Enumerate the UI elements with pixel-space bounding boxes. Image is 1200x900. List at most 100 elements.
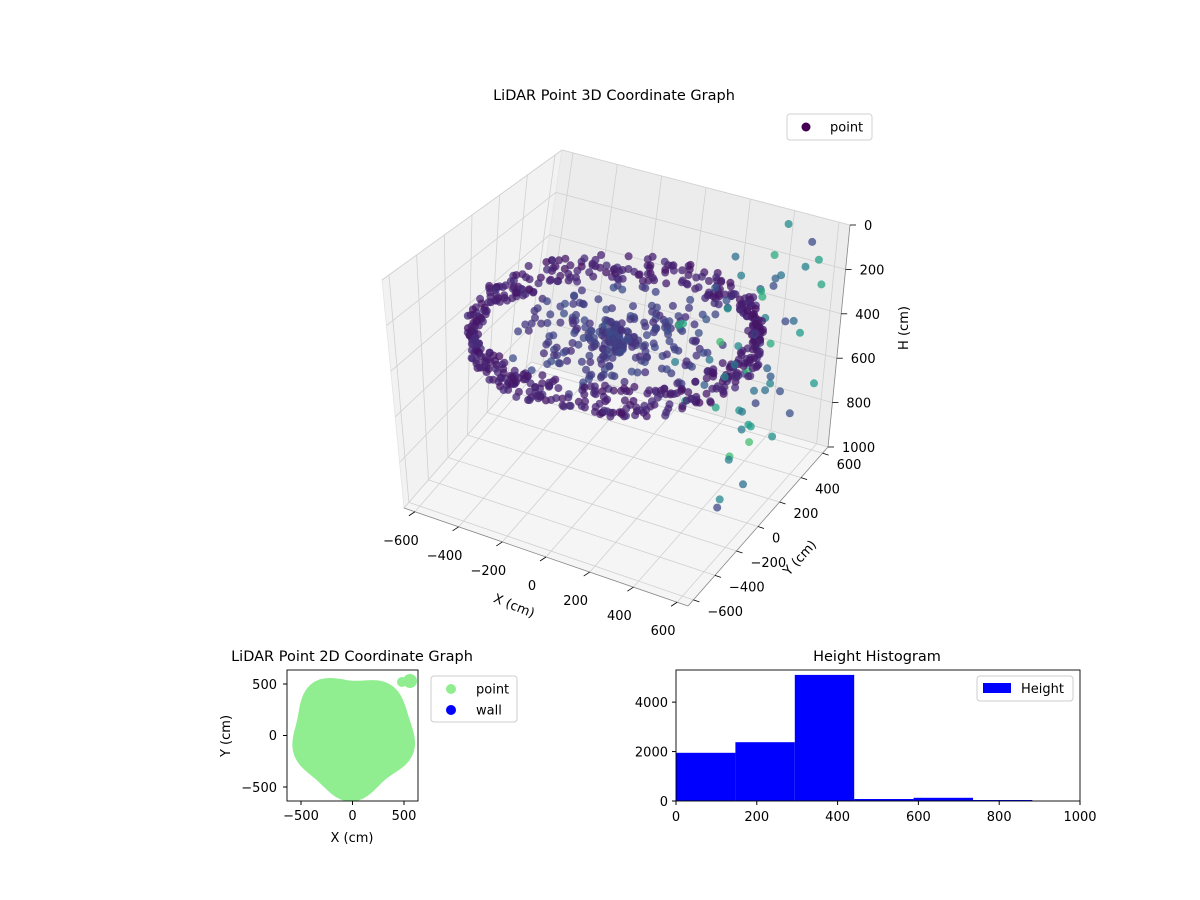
x-tick-3d: 400 — [607, 609, 632, 624]
data-point-3d — [542, 340, 551, 349]
data-point-3d — [625, 387, 634, 396]
data-point-3d — [678, 266, 687, 275]
y-tick-3d: 0 — [772, 532, 780, 547]
data-point-3d — [718, 359, 727, 368]
data-point-3d — [467, 322, 476, 331]
data-point-3d — [555, 256, 563, 265]
data-point-3d — [635, 270, 644, 279]
data-point-3d — [549, 377, 558, 386]
histogram-x-tick: 200 — [744, 810, 769, 825]
data-point-3d — [711, 310, 720, 319]
data-point-3d — [568, 339, 577, 347]
data-point-3d — [542, 258, 551, 267]
data-point-3d — [702, 315, 711, 324]
data-point-3d — [667, 261, 676, 270]
data-point-3d — [508, 294, 517, 303]
data-point-3d — [690, 320, 699, 329]
z-tick-3d: 800 — [846, 397, 871, 412]
data-point-3d — [569, 299, 578, 308]
data-point-3d — [709, 292, 718, 301]
data-point-3d — [555, 359, 564, 368]
data-point-3d — [731, 383, 740, 392]
data-point-3d — [750, 386, 758, 395]
data-point-3d — [744, 420, 753, 429]
data-point-3d — [463, 311, 472, 320]
data-point-3d — [561, 254, 570, 263]
data-point-3d — [739, 480, 747, 489]
legend-histogram: Height — [976, 675, 1074, 702]
data-point-3d — [626, 315, 635, 324]
legend-2d: point wall — [430, 675, 518, 723]
histogram-bars — [676, 674, 1033, 801]
data-point-3d — [715, 495, 724, 504]
data-point-3d — [587, 327, 595, 336]
histogram-bar — [735, 742, 795, 801]
histogram-y-tick: 0 — [660, 795, 668, 810]
data-point-3d — [817, 280, 826, 289]
data-point-3d — [642, 412, 651, 421]
data-point-3d — [669, 343, 678, 352]
data-point-3d — [663, 326, 672, 335]
data-point-3d — [495, 352, 504, 361]
data-point-3d — [641, 284, 650, 293]
point-lobe-2d — [403, 674, 417, 688]
histogram-y-tick: 4000 — [635, 696, 668, 711]
x-tick-3d: 600 — [651, 624, 676, 639]
data-point-3d — [521, 320, 530, 329]
data-point-3d — [614, 275, 623, 284]
data-point-3d — [577, 262, 586, 271]
data-point-3d — [524, 262, 533, 270]
data-point-3d — [612, 339, 621, 348]
x-ticks-2d: −500 0 500 — [283, 801, 416, 824]
data-point-3d — [609, 386, 618, 395]
data-point-3d — [584, 333, 593, 342]
data-point-3d — [558, 401, 567, 410]
histogram-y-tick: 2000 — [635, 746, 668, 761]
histogram-bar — [794, 674, 855, 801]
data-point-3d — [640, 401, 649, 410]
chart-2d: LiDAR Point 2D Coordinate Graph −500 0 5… — [219, 649, 518, 846]
data-point-3d — [784, 220, 793, 228]
data-point-3d — [668, 301, 677, 310]
data-point-3d — [531, 313, 539, 322]
data-point-3d — [757, 286, 766, 295]
data-point-3d — [641, 347, 650, 356]
data-point-3d — [629, 397, 638, 405]
chart-2d-title: LiDAR Point 2D Coordinate Graph — [231, 649, 473, 665]
y-tick-2d: 500 — [252, 678, 277, 693]
data-point-3d — [706, 398, 715, 407]
data-point-3d — [662, 350, 671, 359]
data-point-3d — [615, 348, 624, 357]
data-point-3d — [702, 374, 711, 383]
point-lobe-2d-2 — [397, 677, 407, 687]
data-point-3d — [771, 274, 780, 283]
z-tick-3d: 200 — [860, 263, 885, 278]
data-point-3d — [472, 339, 481, 348]
data-point-3d — [580, 403, 589, 412]
data-point-3d — [556, 271, 565, 280]
legend-marker-point — [801, 122, 811, 132]
histogram-bar — [972, 800, 1033, 801]
y-tick-3d: 600 — [837, 458, 862, 473]
data-point-3d — [500, 293, 509, 302]
data-point-3d — [752, 329, 761, 338]
x-tick-2d: −500 — [283, 809, 319, 824]
data-point-3d — [714, 300, 723, 309]
data-point-3d — [731, 252, 740, 261]
data-point-3d — [602, 268, 611, 277]
data-point-3d — [734, 342, 743, 351]
data-point-3d — [560, 309, 568, 318]
x-tick-3d: 200 — [563, 594, 588, 609]
data-point-3d — [673, 379, 682, 388]
data-point-3d — [524, 326, 533, 335]
x-axis-label-2d: X (cm) — [331, 831, 374, 846]
data-point-3d — [618, 285, 627, 294]
data-point-3d — [651, 287, 660, 296]
data-point-3d — [711, 403, 720, 412]
x-tick-3d: −200 — [470, 564, 506, 579]
data-point-3d — [683, 280, 692, 289]
data-point-3d — [662, 279, 671, 288]
data-point-3d — [694, 329, 703, 337]
data-point-3d — [620, 377, 629, 386]
data-point-3d — [538, 379, 547, 388]
